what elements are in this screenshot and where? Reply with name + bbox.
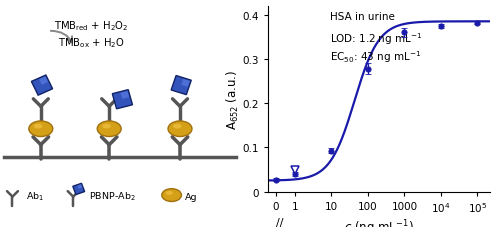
Ellipse shape bbox=[162, 189, 182, 202]
Ellipse shape bbox=[168, 121, 192, 137]
Ellipse shape bbox=[97, 121, 121, 137]
Text: PBNP-Ab$_2$: PBNP-Ab$_2$ bbox=[90, 190, 136, 202]
Polygon shape bbox=[78, 184, 82, 189]
Text: TMB$_{\mathregular{ox}}$ + H$_2$O: TMB$_{\mathregular{ox}}$ + H$_2$O bbox=[58, 36, 124, 50]
Polygon shape bbox=[112, 90, 132, 109]
Ellipse shape bbox=[102, 124, 111, 129]
Polygon shape bbox=[39, 77, 48, 85]
Text: TMB$_{\mathregular{red}}$ + H$_2$O$_2$: TMB$_{\mathregular{red}}$ + H$_2$O$_2$ bbox=[54, 19, 128, 33]
Y-axis label: A$_{652}$ (a.u.): A$_{652}$ (a.u.) bbox=[224, 69, 240, 129]
Ellipse shape bbox=[173, 124, 182, 129]
Polygon shape bbox=[182, 80, 190, 87]
Text: Ag: Ag bbox=[186, 192, 198, 201]
X-axis label: $c$ (ng mL$^{-1}$): $c$ (ng mL$^{-1}$) bbox=[344, 217, 414, 227]
Ellipse shape bbox=[34, 124, 42, 129]
Text: LOD: 1.2 ng mL$^{-1}$: LOD: 1.2 ng mL$^{-1}$ bbox=[330, 31, 422, 47]
Polygon shape bbox=[171, 76, 192, 95]
Polygon shape bbox=[120, 92, 129, 99]
Ellipse shape bbox=[29, 121, 53, 137]
Text: //: // bbox=[276, 217, 283, 227]
Text: EC$_{50}$: 43 ng mL$^{-1}$: EC$_{50}$: 43 ng mL$^{-1}$ bbox=[330, 49, 421, 65]
Polygon shape bbox=[32, 76, 52, 96]
Polygon shape bbox=[73, 183, 85, 195]
Ellipse shape bbox=[166, 191, 173, 195]
Text: Ab$_1$: Ab$_1$ bbox=[26, 190, 44, 202]
Text: HSA in urine: HSA in urine bbox=[330, 12, 394, 22]
